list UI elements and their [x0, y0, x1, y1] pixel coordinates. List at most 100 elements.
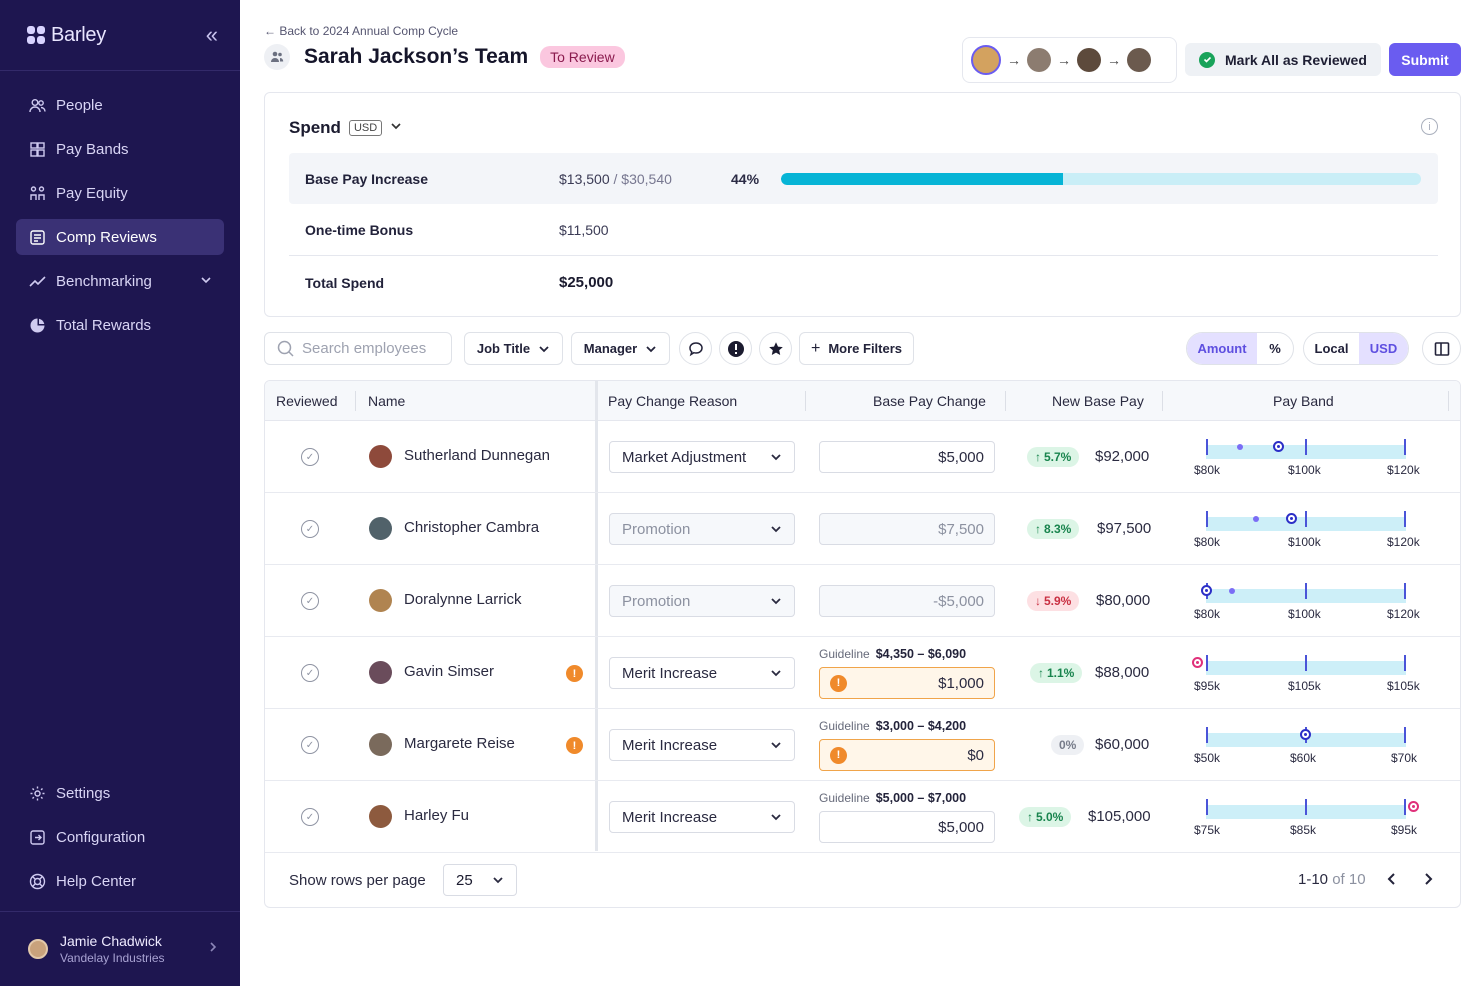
pay-band-range: $80k $100k $120k — [1194, 439, 1424, 485]
base-pay-change-input[interactable]: ! $1,000 — [819, 667, 995, 699]
nav-item-total-rewards[interactable]: Total Rewards — [16, 307, 224, 343]
band-current-marker[interactable] — [1201, 585, 1212, 596]
collapse-sidebar-icon[interactable]: « — [205, 22, 218, 47]
chevron-down-icon — [771, 598, 781, 605]
employee-name[interactable]: Harley Fu — [404, 807, 470, 824]
submit-button[interactable]: Submit — [1389, 43, 1461, 76]
warning-icon[interactable]: ! — [566, 737, 583, 754]
filter-label: Job Title — [476, 341, 531, 356]
star-icon — [768, 341, 783, 355]
arrow-up-icon: ↑ — [1038, 666, 1044, 680]
employee-name[interactable]: Gavin Simser — [404, 663, 495, 680]
base-pay-change-input[interactable]: $5,000 — [819, 811, 995, 843]
reviewed-check-icon[interactable]: ✓ — [301, 520, 319, 538]
amount-percent-toggle: Amount % — [1186, 332, 1294, 365]
select-value: Promotion — [622, 520, 691, 538]
pay-change-reason-select[interactable]: Market Adjustment — [609, 441, 795, 473]
nav-item-help-center[interactable]: Help Center — [16, 863, 224, 899]
spend-progress-bar — [781, 172, 1421, 185]
nav-item-pay-bands[interactable]: Pay Bands — [16, 131, 224, 167]
column-name[interactable]: Name — [368, 393, 406, 409]
reviewed-check-icon[interactable]: ✓ — [301, 448, 319, 466]
nav-item-configuration[interactable]: Configuration — [16, 819, 224, 855]
nav-item-people[interactable]: People — [16, 87, 224, 123]
brand-logo[interactable]: Barley — [27, 24, 106, 47]
band-min-tick — [1206, 727, 1208, 743]
band-max-label: $120k — [1387, 535, 1420, 549]
percent-option[interactable]: % — [1269, 341, 1281, 356]
chevron-down-icon — [646, 345, 656, 352]
column-pay-change-reason[interactable]: Pay Change Reason — [608, 393, 738, 409]
base-pay-change-input[interactable]: -$5,000 — [819, 585, 995, 617]
amount-option[interactable]: Amount — [1187, 333, 1257, 364]
mark-all-reviewed-button[interactable]: Mark All as Reviewed — [1185, 43, 1381, 76]
reviewed-check-icon[interactable]: ✓ — [301, 808, 319, 826]
nav-item-pay-equity[interactable]: Pay Equity — [16, 175, 224, 211]
manager-filter[interactable]: Manager — [571, 332, 670, 365]
reviewed-check-icon[interactable]: ✓ — [301, 592, 319, 610]
columns-button[interactable] — [1422, 332, 1461, 365]
pay-change-reason-select[interactable]: Promotion — [609, 585, 795, 617]
approval-chain: → → → — [962, 37, 1177, 83]
chevron-down-icon[interactable] — [390, 119, 402, 137]
chevron-left-icon — [1387, 873, 1395, 885]
local-option[interactable]: Local — [1314, 341, 1349, 356]
approver-avatar[interactable] — [1027, 48, 1051, 72]
job-title-filter[interactable]: Job Title — [464, 332, 563, 365]
nav-item-settings[interactable]: Settings — [16, 775, 224, 811]
band-current-marker[interactable] — [1300, 729, 1311, 740]
comments-filter[interactable] — [679, 332, 712, 365]
guideline-value: $3,000 – $4,200 — [875, 719, 967, 733]
band-current-marker[interactable] — [1192, 657, 1203, 668]
spend-label: Base Pay Increase — [305, 170, 428, 187]
change-percent-badge: ↑ 1.1% — [1030, 663, 1083, 683]
user-menu[interactable]: Jamie Chadwick Vandelay Industries — [0, 911, 240, 986]
base-pay-change-input[interactable]: ! $0 — [819, 739, 995, 771]
guideline-label: Guideline — [819, 719, 870, 733]
base-pay-change-input[interactable]: $7,500 — [819, 513, 995, 545]
table-row: ✓ Gavin Simser ! Merit Increase Guidelin… — [265, 637, 1460, 709]
warning-icon[interactable]: ! — [566, 665, 583, 682]
spend-row-total: Total Spend $25,000 — [289, 257, 1438, 308]
more-filters-button[interactable]: + More Filters — [799, 332, 914, 365]
starred-filter[interactable] — [759, 332, 792, 365]
spend-row-bonus: One-time Bonus $11,500 — [289, 205, 1438, 256]
previous-page-button[interactable] — [1379, 866, 1405, 892]
band-previous-marker — [1253, 516, 1259, 522]
column-pay-band[interactable]: Pay Band — [1273, 393, 1334, 409]
column-base-pay-change[interactable]: Base Pay Change — [873, 393, 986, 409]
base-pay-change-input[interactable]: $5,000 — [819, 441, 995, 473]
search-input[interactable]: Search employees — [264, 332, 452, 365]
back-link[interactable]: ← Back to 2024 Annual Comp Cycle — [264, 24, 459, 38]
pay-change-reason-select[interactable]: Promotion — [609, 513, 795, 545]
chevron-right-icon — [208, 940, 218, 958]
band-mid-label: $105k — [1288, 679, 1321, 693]
nav-item-benchmarking[interactable]: Benchmarking — [16, 263, 224, 299]
chevron-down-icon[interactable] — [200, 273, 212, 290]
approver-avatar[interactable] — [971, 45, 1001, 75]
column-reviewed[interactable]: Reviewed — [276, 393, 338, 409]
usd-option[interactable]: USD — [1359, 333, 1408, 364]
pay-change-reason-select[interactable]: Merit Increase — [609, 729, 795, 761]
spend-label: Total Spend — [305, 274, 385, 291]
column-new-base-pay[interactable]: New Base Pay — [1052, 393, 1144, 409]
band-current-marker[interactable] — [1408, 801, 1419, 812]
approver-avatar[interactable] — [1127, 48, 1151, 72]
column-separator — [355, 391, 356, 411]
next-page-button[interactable] — [1415, 866, 1441, 892]
band-current-marker[interactable] — [1273, 441, 1284, 452]
rows-per-page-select[interactable]: 25 — [443, 864, 517, 896]
employee-name[interactable]: Sutherland Dunnegan — [404, 447, 550, 464]
band-current-marker[interactable] — [1286, 513, 1297, 524]
reviewed-check-icon[interactable]: ✓ — [301, 736, 319, 754]
alerts-filter[interactable] — [719, 332, 752, 365]
info-icon[interactable]: i — [1421, 118, 1438, 135]
employee-name[interactable]: Margarete Reise — [404, 735, 515, 752]
employee-name[interactable]: Christopher Cambra — [404, 519, 540, 536]
approver-avatar[interactable] — [1077, 48, 1101, 72]
pay-change-reason-select[interactable]: Merit Increase — [609, 801, 795, 833]
nav-item-comp-reviews[interactable]: Comp Reviews — [16, 219, 224, 255]
reviewed-check-icon[interactable]: ✓ — [301, 664, 319, 682]
pay-change-reason-select[interactable]: Merit Increase — [609, 657, 795, 689]
employee-name[interactable]: Doralynne Larrick — [404, 591, 522, 608]
